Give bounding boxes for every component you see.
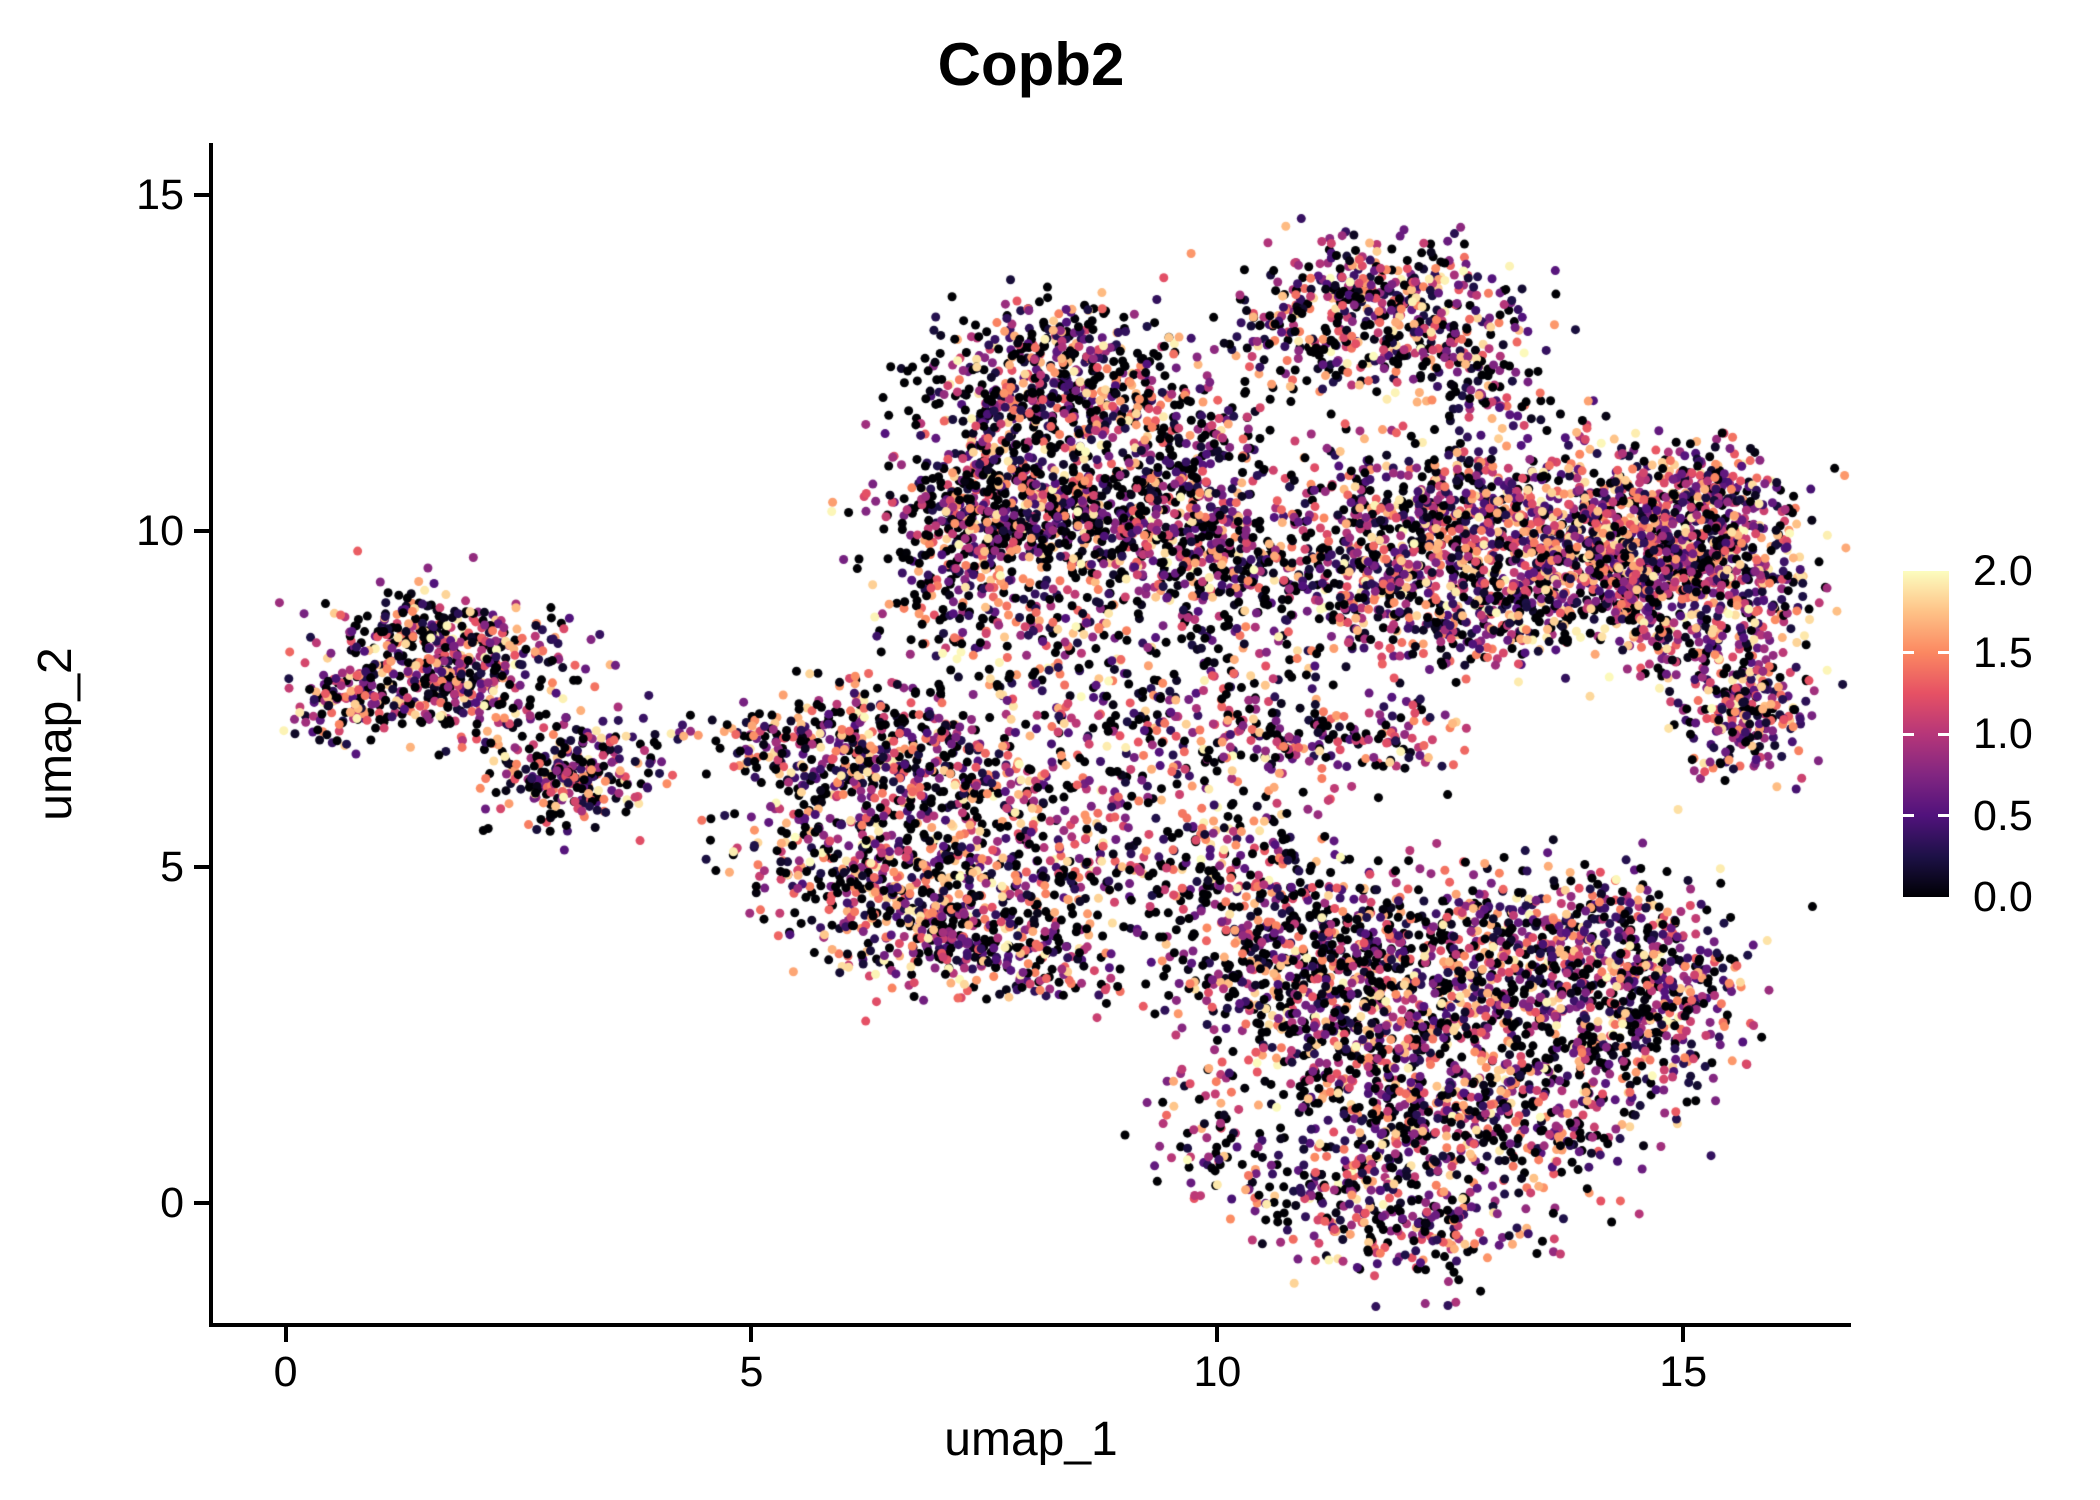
legend-tick-mark — [1903, 651, 1914, 654]
legend-tick-label: 2.0 — [1973, 547, 2033, 595]
x-axis-line — [209, 1323, 1851, 1327]
y-tick-mark — [194, 864, 209, 869]
x-tick-mark — [283, 1327, 288, 1342]
legend-tick-label: 0.5 — [1973, 791, 2033, 840]
x-tick-mark — [749, 1327, 754, 1342]
legend-tick-mark — [1938, 814, 1949, 817]
y-tick-mark — [194, 1200, 209, 1205]
x-tick-label: 0 — [273, 1348, 298, 1396]
y-tick-label: 0 — [160, 1178, 184, 1227]
legend-tick-mark — [1903, 814, 1914, 817]
y-axis-line — [209, 143, 213, 1327]
y-tick-label: 5 — [160, 842, 184, 891]
x-tick-mark — [1215, 1327, 1220, 1342]
legend-tick-mark — [1938, 732, 1949, 736]
legend-tick-label: 1.5 — [1973, 628, 2033, 677]
y-tick-label: 10 — [136, 506, 184, 555]
legend-tick-label: 1.0 — [1973, 710, 2033, 758]
x-tick-label: 5 — [739, 1348, 764, 1396]
x-axis-label: umap_1 — [944, 1413, 1118, 1466]
legend-tick-label: 0.0 — [1973, 873, 2033, 921]
y-tick-mark — [194, 192, 209, 197]
y-tick-label: 15 — [136, 170, 184, 219]
y-axis-label: umap_2 — [29, 647, 82, 821]
legend-tick-mark — [1903, 732, 1914, 736]
x-tick-label: 15 — [1659, 1348, 1708, 1396]
x-tick-label: 10 — [1193, 1348, 1242, 1396]
x-tick-mark — [1681, 1327, 1686, 1342]
y-tick-mark — [194, 528, 209, 533]
legend-tick-mark — [1938, 651, 1949, 654]
